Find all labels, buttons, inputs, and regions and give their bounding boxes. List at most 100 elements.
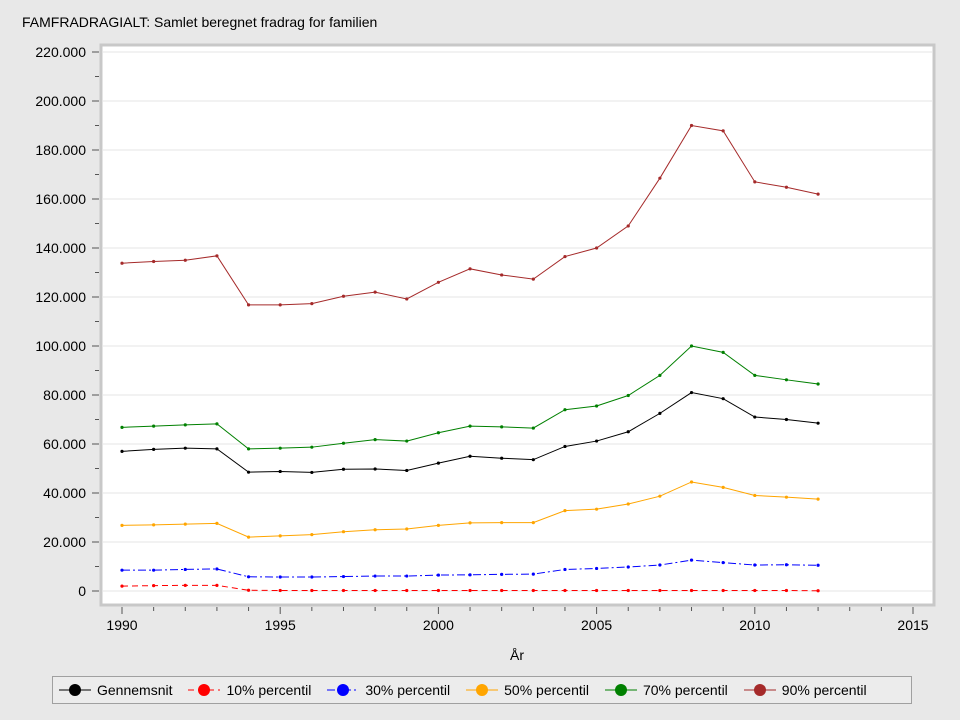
data-point: [436, 588, 440, 593]
data-point: [215, 254, 219, 258]
data-point: [278, 303, 282, 307]
series-lines: [120, 123, 820, 593]
data-point: [120, 425, 124, 429]
legend-label: 70% percentil: [642, 682, 728, 698]
data-point: [436, 431, 440, 435]
data-point: [563, 408, 567, 412]
data-point: [658, 494, 662, 498]
data-point: [278, 575, 282, 579]
x-tick-label: 2010: [739, 617, 770, 633]
data-point: [373, 588, 377, 593]
x-axis-title: År: [510, 647, 524, 663]
data-point: [753, 415, 757, 419]
data-point: [626, 502, 630, 506]
data-point: [468, 424, 472, 428]
data-point: [152, 568, 156, 572]
legend-label: 50% percentil: [504, 682, 589, 698]
data-point: [246, 588, 251, 592]
data-point: [721, 129, 725, 133]
series-30-percentil: [120, 558, 820, 579]
data-point: [626, 224, 630, 228]
data-point: [436, 280, 440, 284]
x-tick-label: 2000: [423, 617, 454, 633]
data-point: [689, 480, 694, 484]
y-tick-label: 0: [78, 583, 86, 599]
data-point: [531, 521, 535, 525]
data-point: [405, 468, 409, 473]
data-point: [595, 404, 599, 408]
line-chart: 0 20.000 40.000 60.000 80.000 100.000 120.000 1…: [35, 43, 936, 663]
data-point: [658, 563, 662, 567]
y-tick-label: 120.000: [35, 289, 86, 305]
data-point: [721, 588, 725, 593]
data-point: [816, 421, 820, 425]
data-point: [120, 568, 124, 572]
legend-label: 90% percentil: [781, 682, 867, 698]
data-point: [310, 445, 314, 449]
data-point: [246, 447, 251, 451]
data-point: [183, 423, 187, 427]
data-point: [341, 441, 346, 445]
data-point: [784, 563, 789, 567]
data-point: [468, 521, 472, 525]
data-point: [120, 449, 124, 453]
data-point: [658, 373, 662, 377]
data-point: [341, 530, 346, 534]
data-point: [531, 588, 535, 593]
data-point: [500, 273, 504, 277]
legend-item: 90% percentil: [742, 682, 867, 698]
legend-swatch-icon: [188, 684, 221, 696]
data-point: [689, 588, 694, 593]
data-point: [500, 456, 504, 460]
data-point: [310, 588, 314, 593]
data-point: [531, 458, 535, 462]
data-point: [721, 485, 725, 489]
data-point: [373, 290, 377, 294]
series-90-percentil: [120, 123, 820, 307]
data-point: [689, 558, 694, 562]
data-point: [721, 397, 725, 401]
data-point: [721, 350, 725, 354]
data-point: [816, 589, 820, 593]
data-point: [183, 567, 187, 572]
data-point: [784, 588, 789, 593]
data-point: [626, 430, 630, 434]
data-point: [816, 382, 820, 386]
legend-label: 10% percentil: [226, 682, 312, 698]
y-tick-label: 180.000: [35, 142, 86, 158]
data-point: [373, 437, 377, 442]
data-point: [152, 523, 156, 527]
legend-item: 10% percentil: [186, 682, 311, 698]
data-point: [626, 588, 630, 593]
x-tick-label: 2015: [897, 617, 928, 633]
data-point: [341, 588, 346, 593]
data-point: [310, 575, 314, 579]
data-point: [183, 583, 187, 587]
data-point: [468, 454, 472, 458]
legend-swatch-icon: [327, 684, 360, 696]
y-tick-label: 80.000: [43, 387, 86, 403]
legend-swatch-icon: [604, 684, 637, 696]
data-point: [278, 469, 282, 474]
data-point: [183, 522, 187, 526]
x-tick-label: 1990: [106, 617, 137, 633]
data-point: [753, 563, 757, 567]
data-point: [816, 563, 820, 567]
data-point: [500, 521, 504, 525]
data-point: [658, 411, 662, 415]
y-tick-label: 40.000: [43, 485, 86, 501]
data-point: [563, 588, 567, 593]
data-point: [310, 533, 314, 537]
data-point: [689, 123, 694, 128]
data-point: [626, 565, 630, 569]
data-point: [721, 560, 725, 565]
chart-title: FAMFRADRAGIALT: Samlet beregnet fradrag …: [22, 14, 378, 30]
data-point: [152, 259, 156, 264]
data-point: [753, 180, 757, 184]
y-tick-label: 220.000: [35, 44, 86, 60]
y-tick-label: 160.000: [35, 191, 86, 207]
data-point: [120, 584, 124, 588]
data-point: [215, 422, 219, 426]
data-point: [468, 267, 472, 271]
data-point: [500, 425, 504, 429]
